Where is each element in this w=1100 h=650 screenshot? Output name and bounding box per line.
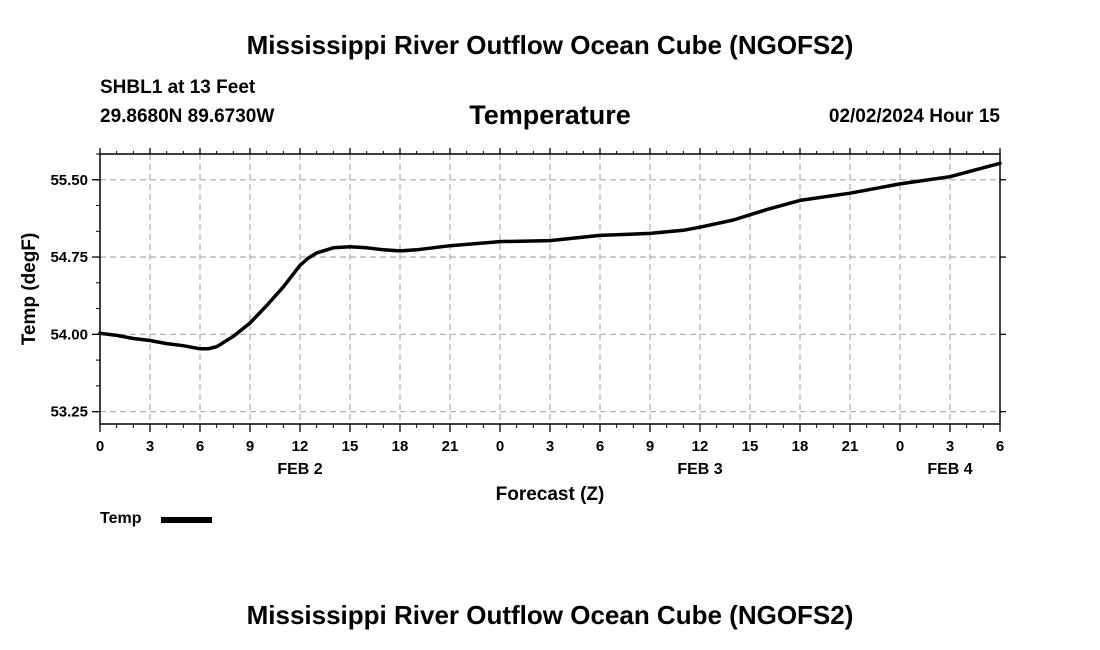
x-tick-label: 15 [342,438,359,455]
x-tick-label: 3 [546,438,554,455]
date-label: FEB 3 [677,461,722,478]
date-label: FEB 4 [927,461,972,478]
x-tick-label: 12 [292,438,309,455]
x-tick-label: 6 [196,438,204,455]
x-axis-title: Forecast (Z) [496,484,605,505]
legend-swatch [161,517,212,523]
x-tick-label: 9 [246,438,254,455]
x-tick-label: 21 [442,438,459,455]
series-line-temp [98,161,1002,351]
y-axis-title: Temp (degF) [19,233,40,346]
y-tick-label: 53.25 [50,404,88,421]
chart-title: Mississippi River Outflow Ocean Cube (NG… [246,30,854,60]
y-tick-label: 55.50 [50,172,88,189]
legend-label: Temp [100,510,142,527]
x-tick-label: 0 [896,438,904,455]
x-tick-label: 3 [946,438,954,455]
grid [100,154,1000,424]
station-label: SHBL1 at 13 Feet [100,77,256,98]
x-tick-label: 9 [646,438,654,455]
x-tick-label: 0 [96,438,104,455]
series-layer [98,161,1002,351]
x-tick-label: 21 [842,438,859,455]
footer-title: Mississippi River Outflow Ocean Cube (NG… [246,600,854,630]
x-tick-label: 3 [146,438,154,455]
y-tick-label: 54.00 [50,326,88,343]
axis-labels: 0 3 6 9 12 15 18 21 0 3 6 9 12 15 18 21 0 3 6 53.25 54.00 54.… [19,172,1004,505]
date-label: FEB 2 [277,461,322,478]
variable-title: Temperature [469,100,631,130]
x-tick-label: 6 [996,438,1004,455]
x-tick-label: 18 [392,438,409,455]
station-coordinates: 29.8680N 89.6730W [100,106,275,127]
forecast-timestamp: 02/02/2024 Hour 15 [828,106,1000,127]
x-tick-label: 12 [692,438,709,455]
x-tick-label: 18 [792,438,809,455]
plot-frame [99,153,1001,425]
x-tick-label: 15 [742,438,759,455]
y-tick-label: 54.75 [50,249,88,266]
x-tick-label: 6 [596,438,604,455]
x-tick-label: 0 [496,438,504,455]
